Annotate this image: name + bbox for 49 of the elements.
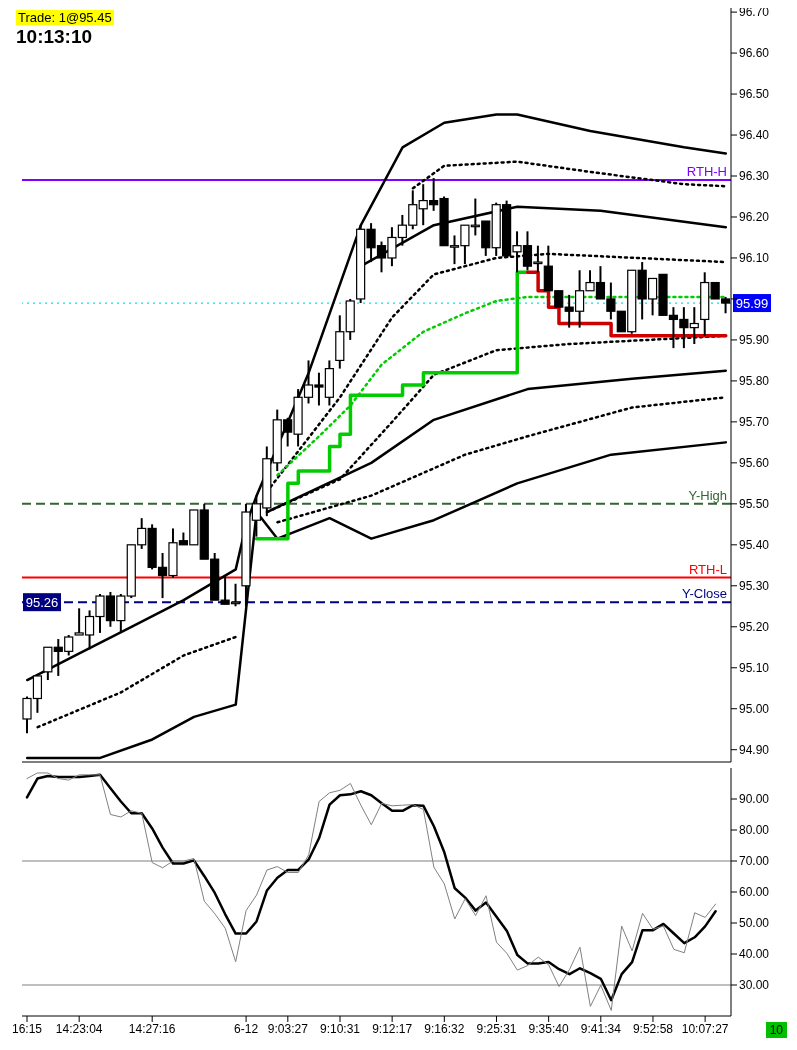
y-tick-label: 96.40 [739,128,770,143]
annotation: 95.99 [735,296,769,312]
y-tick-label: 96.50 [739,87,770,102]
y-tick-label: 94.90 [739,742,770,757]
y-tick-label: 95.30 [739,579,770,594]
y-tick-label: 70.00 [739,854,770,869]
ref-line-label: RTH-H [686,164,727,180]
y-tick-label: 95.40 [739,538,770,553]
y-tick-label: 95.80 [739,374,770,389]
ref-line-label: RTH-L [688,561,727,577]
y-tick-label: 40.00 [739,947,770,962]
text: 10:13:10 [16,26,94,48]
x-tick-label: 6-12 [234,1021,259,1036]
y-tick-label: 96.30 [739,169,770,184]
y-tick-label: 80.00 [739,823,770,838]
text: 10 [765,1022,787,1038]
y-tick-label: 95.10 [739,661,770,676]
ref-line-label: Y-Close [681,586,727,602]
y-tick-label: 60.00 [739,885,770,900]
y-tick-label: 30.00 [739,978,770,993]
y-tick-label: 95.50 [739,497,770,512]
x-tick-label: 9:25:31 [476,1021,517,1036]
line-series [36,635,237,729]
y-tick-label: 96.70 [739,5,770,20]
x-tick-label: 14:27:16 [128,1021,176,1036]
y-tick-label: 50.00 [739,916,770,931]
ref-line-label: Y-High [688,487,727,503]
x-tick-label: 9:12:17 [372,1021,413,1036]
y-tick-label: 95.60 [739,456,770,471]
x-tick-label: 9:35:40 [528,1021,569,1036]
x-tick-label: 14:23:04 [55,1021,103,1036]
y-tick-label: 90.00 [739,792,770,807]
line-series [25,441,728,760]
chart-subtitle: Trade: 1@95.45 [16,10,114,25]
x-tick-label: 16:15 [11,1021,43,1036]
y-tick-label: 95.20 [739,620,770,635]
annotation: 95.26 [25,595,59,611]
x-tick-label: 9:10:31 [319,1021,361,1036]
y-tick-label: 95.90 [739,333,770,348]
x-tick-label: 9:16:32 [424,1021,465,1036]
y-tick-label: 96.60 [739,46,770,61]
y-tick-label: 96.20 [739,210,770,225]
y-tick-label: 95.70 [739,415,770,430]
x-tick-label: 9:52:58 [632,1021,674,1036]
x-tick-label: 10:07:27 [681,1021,729,1036]
y-tick-label: 95.00 [739,701,770,716]
x-tick-label: 9:41:34 [580,1021,622,1036]
y-tick-label: 96.10 [739,251,770,266]
x-tick-label: 9:03:27 [267,1021,309,1036]
